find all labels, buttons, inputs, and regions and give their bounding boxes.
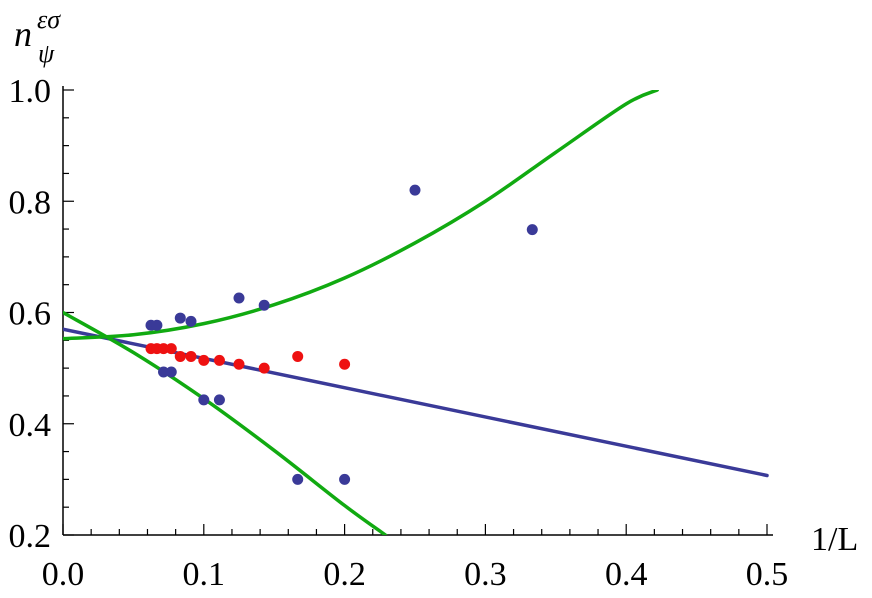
data-point [213,394,225,406]
y-tick-label: 0.6 [9,296,52,333]
data-point [233,292,245,304]
axes [62,86,773,536]
x-tick-label: 0.3 [464,556,507,593]
data-point [158,343,170,355]
data-point [198,394,210,406]
data-point [339,473,351,485]
y-axis-label-superscript: εσ [37,5,61,34]
fit-curve-3 [63,90,659,341]
y-axis-label-base: n [14,14,32,54]
data-point [258,299,270,311]
data-point [174,312,186,324]
data-point [213,354,225,366]
data-point [409,184,421,196]
x-tick-label: 0.2 [323,556,366,593]
data-point [185,350,197,362]
y-tick-label: 1.0 [9,73,52,110]
ticks: 0.0 0.1 0.2 0.3 0.4 0.5 0.2 0.4 0.6 0.8 1.0 [9,73,789,593]
data-point [158,366,170,378]
x-tick-label: 0.1 [183,556,226,593]
y-tick-label: 0.2 [9,518,52,555]
x-tick-label: 0.4 [605,556,648,593]
y-axis-label: n εσ ψ [14,5,61,68]
data-point [174,350,186,362]
data-point [292,350,304,362]
y-axis-label-subscript: ψ [38,39,55,68]
data-point [198,354,210,366]
x-tick-label: 0.0 [42,556,85,593]
data-point [233,358,245,370]
y-tick-label: 0.8 [9,184,52,221]
data-point [185,315,197,327]
fit-curve-4 [63,310,388,535]
x-axis-label: 1/L [811,521,858,558]
series [63,90,769,535]
data-point [165,343,177,355]
data-point [151,319,163,331]
data-point [526,224,538,236]
x-tick-label: 0.5 [746,556,789,593]
y-tick-label: 0.4 [9,407,52,444]
data-point [165,366,177,378]
data-point [339,358,351,370]
data-point [292,473,304,485]
data-point [258,362,270,374]
